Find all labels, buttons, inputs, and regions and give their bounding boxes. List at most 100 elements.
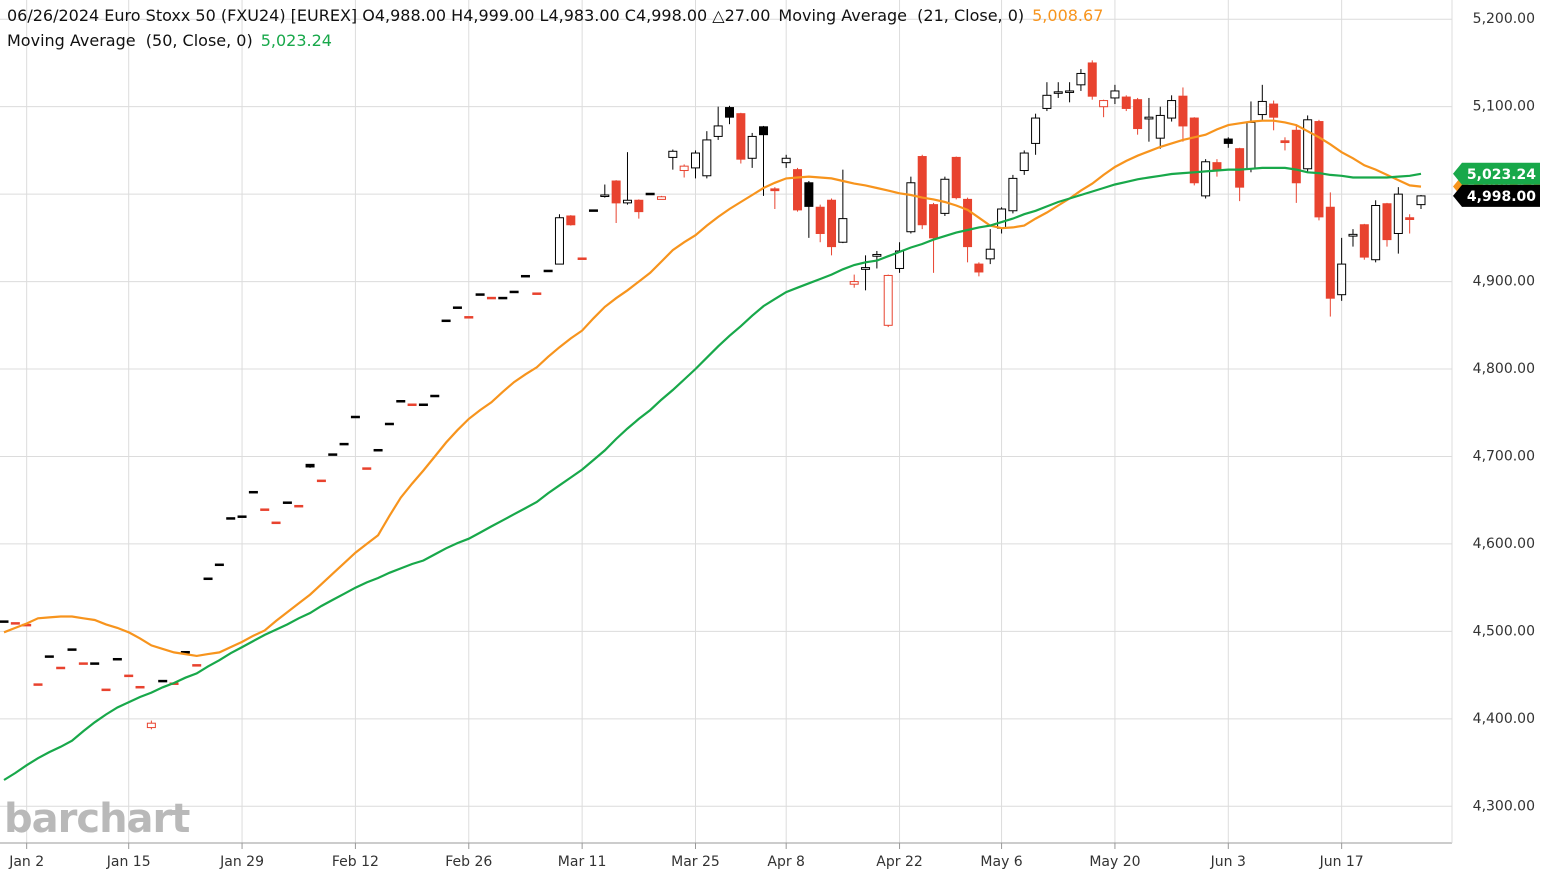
candle-body bbox=[328, 453, 338, 456]
x-tick-label: May 6 bbox=[980, 854, 1022, 870]
candle-body bbox=[1076, 72, 1086, 86]
candle-body bbox=[1133, 99, 1143, 130]
y-tick-label: 4,400.00 bbox=[1473, 711, 1535, 727]
candle-body bbox=[634, 199, 644, 213]
candle-body bbox=[1291, 129, 1301, 184]
x-tick-label: Mar 11 bbox=[558, 854, 607, 870]
candle-body bbox=[725, 107, 735, 118]
candle-body bbox=[929, 204, 939, 239]
candle-body bbox=[1065, 90, 1075, 93]
brand-logo: barchart bbox=[4, 796, 190, 842]
candle-body bbox=[963, 198, 973, 248]
plot bbox=[0, 60, 1426, 781]
candle-body bbox=[566, 215, 576, 226]
candle-body bbox=[532, 292, 542, 295]
candle-body bbox=[1325, 206, 1335, 299]
candle-body bbox=[498, 296, 508, 300]
candle-body bbox=[917, 156, 927, 226]
candle-body bbox=[1189, 117, 1199, 184]
candle-body bbox=[974, 263, 984, 273]
legend-name: Moving Average (50, Close, 0) bbox=[7, 31, 253, 50]
legend-line-2: Moving Average (50, Close, 0) 5,023.24 bbox=[7, 31, 332, 50]
candle-body bbox=[135, 685, 145, 689]
candle-body bbox=[622, 199, 632, 204]
candle-body bbox=[520, 274, 530, 278]
candle-body bbox=[67, 648, 77, 651]
x-tick-label: Feb 26 bbox=[445, 854, 492, 870]
candle-body bbox=[441, 319, 451, 323]
candle-body bbox=[861, 267, 871, 270]
x-tick-label: Apr 22 bbox=[876, 854, 922, 870]
candle-body bbox=[645, 192, 655, 196]
x-tick-label: Mar 25 bbox=[671, 854, 720, 870]
y-tick-label: 4,900.00 bbox=[1473, 274, 1535, 290]
candle-body bbox=[951, 156, 961, 199]
candle-body bbox=[577, 257, 587, 260]
y-tick-label: 4,800.00 bbox=[1473, 361, 1535, 377]
candle-body bbox=[271, 521, 281, 525]
candle-body bbox=[1235, 148, 1245, 188]
candle-body bbox=[600, 194, 610, 198]
candle-body bbox=[1053, 91, 1063, 94]
y-tick-label: 4,500.00 bbox=[1473, 623, 1535, 639]
candle-body bbox=[101, 688, 111, 692]
candle-body bbox=[1121, 96, 1131, 109]
candle-body bbox=[1303, 119, 1313, 170]
candle-body bbox=[1167, 100, 1177, 119]
legend-value: 5,023.24 bbox=[261, 31, 332, 50]
candle-body bbox=[407, 403, 417, 407]
price-tag-label: 5,023.24 bbox=[1467, 167, 1536, 183]
candle-body bbox=[1337, 263, 1347, 296]
candle-body bbox=[713, 125, 723, 137]
x-tick-label: Jan 29 bbox=[219, 854, 264, 870]
candle-body bbox=[1416, 195, 1426, 206]
x-tick-label: Jan 2 bbox=[8, 854, 44, 870]
candle-body bbox=[690, 152, 700, 169]
candle-body bbox=[747, 135, 757, 159]
candle-body bbox=[611, 180, 621, 204]
header: 06/26/2024 Euro Stoxx 50 (FXU24) [EUREX]… bbox=[7, 6, 770, 25]
candle-body bbox=[588, 209, 598, 212]
candle-body bbox=[90, 662, 100, 665]
candle-body bbox=[1280, 140, 1290, 144]
candle-body bbox=[226, 517, 236, 520]
candle-body bbox=[158, 679, 168, 683]
candle-body bbox=[702, 139, 712, 177]
candle-body bbox=[804, 182, 814, 207]
candle-body bbox=[827, 199, 837, 248]
candle-body bbox=[543, 269, 553, 273]
candle-body bbox=[248, 490, 258, 494]
candle-body bbox=[56, 666, 66, 670]
candle-body bbox=[1359, 224, 1369, 258]
candle-body bbox=[1042, 94, 1052, 109]
candle-body bbox=[146, 722, 156, 729]
candle-body bbox=[373, 448, 383, 452]
candle-body bbox=[282, 501, 292, 504]
candle-body bbox=[78, 662, 88, 665]
x-tick-label: Jan 15 bbox=[106, 854, 151, 870]
candle-body bbox=[350, 415, 360, 419]
moving-average-line bbox=[3, 166, 1422, 781]
candle-body bbox=[1110, 90, 1120, 99]
candle-body bbox=[339, 442, 349, 446]
candle-body bbox=[759, 126, 769, 136]
candle-body bbox=[362, 467, 372, 470]
candle-body bbox=[554, 217, 564, 265]
legend-name: Moving Average (21, Close, 0) bbox=[778, 6, 1024, 25]
price-tag bbox=[1453, 184, 1540, 207]
x-tick-label: Jun 17 bbox=[1319, 854, 1364, 870]
candle-body bbox=[1144, 116, 1154, 120]
y-tick-label: 4,700.00 bbox=[1473, 448, 1535, 464]
candle-body bbox=[509, 290, 519, 294]
candle-body bbox=[294, 504, 304, 508]
candle-body bbox=[1008, 177, 1018, 212]
candle-body bbox=[0, 620, 9, 623]
candle-body bbox=[192, 664, 202, 667]
candle-body bbox=[1269, 103, 1279, 118]
candle-body bbox=[1178, 95, 1188, 127]
candle-body bbox=[1087, 62, 1097, 97]
candle-body bbox=[316, 479, 326, 483]
price-tag bbox=[1453, 162, 1540, 185]
